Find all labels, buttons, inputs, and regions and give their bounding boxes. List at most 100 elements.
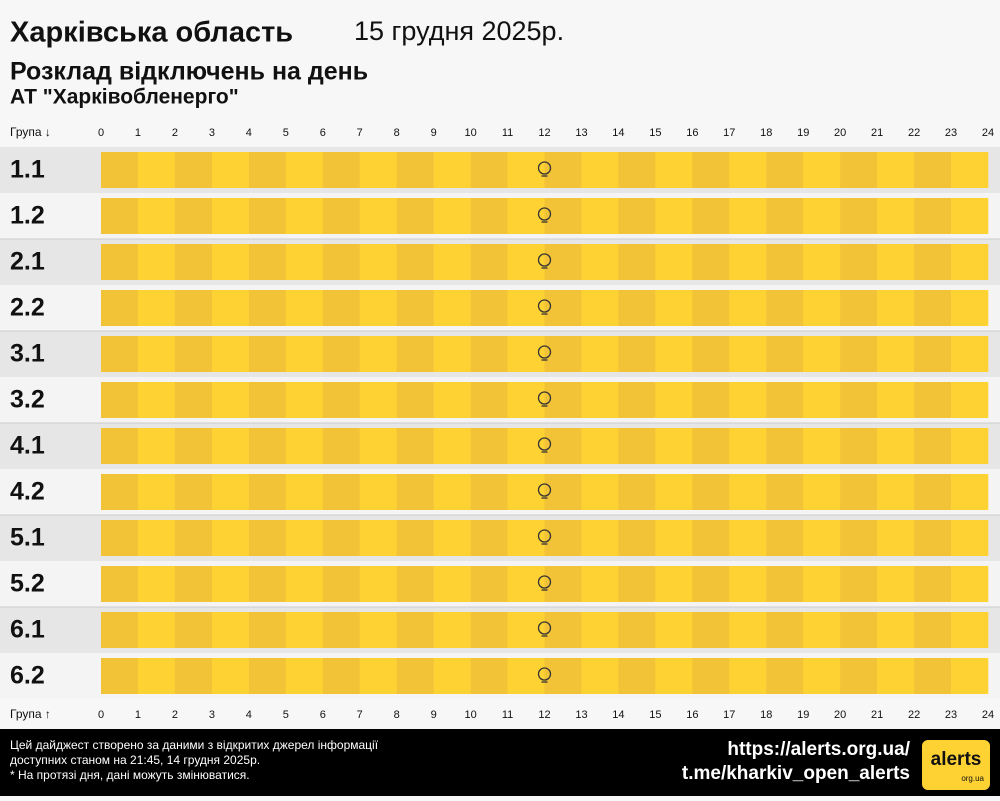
link[interactable]: t.me/kharkiv_open_alerts bbox=[682, 763, 910, 784]
power-on-cell bbox=[877, 474, 915, 510]
bulb-icon bbox=[537, 483, 552, 497]
power-on-cell bbox=[729, 152, 767, 188]
hour-label: 24 bbox=[982, 709, 994, 721]
power-on-cell bbox=[766, 520, 804, 556]
logo: alerts bbox=[931, 749, 982, 770]
power-on-cell bbox=[211, 658, 250, 694]
power-on-cell bbox=[655, 244, 693, 280]
power-on-cell bbox=[248, 152, 287, 188]
hour-label: 4 bbox=[246, 709, 252, 721]
hour-label: 13 bbox=[575, 127, 587, 139]
power-on-cell bbox=[470, 382, 508, 418]
date: 15 грудня 2025р. bbox=[354, 16, 564, 46]
power-on-cell bbox=[766, 290, 804, 326]
power-on-cell bbox=[655, 566, 693, 602]
link[interactable]: https://alerts.org.ua/ bbox=[727, 739, 910, 760]
hour-label: 18 bbox=[760, 709, 772, 721]
hour-label: 12 bbox=[538, 127, 550, 139]
power-on-cell bbox=[211, 290, 250, 326]
power-on-cell bbox=[581, 428, 619, 464]
power-on-cell bbox=[840, 152, 878, 188]
power-on-cell bbox=[581, 152, 619, 188]
power-on-cell bbox=[655, 336, 693, 372]
power-on-cell bbox=[101, 382, 139, 418]
power-on-cell bbox=[692, 474, 730, 510]
power-on-cell bbox=[174, 520, 213, 556]
power-on-cell bbox=[951, 428, 989, 464]
power-on-cell bbox=[470, 198, 508, 234]
power-on-cell bbox=[840, 428, 878, 464]
group-label: 6.2 bbox=[10, 662, 45, 690]
power-on-cell bbox=[581, 244, 619, 280]
power-on-cell bbox=[101, 658, 139, 694]
power-on-cell bbox=[914, 290, 952, 326]
power-on-cell bbox=[766, 198, 804, 234]
power-on-cell bbox=[766, 658, 804, 694]
power-on-cell bbox=[914, 244, 952, 280]
power-on-cell bbox=[877, 198, 915, 234]
power-on-cell bbox=[137, 244, 176, 280]
power-on-cell bbox=[692, 336, 730, 372]
power-on-cell bbox=[285, 152, 324, 188]
power-on-cell bbox=[729, 520, 767, 556]
power-on-cell bbox=[396, 566, 434, 602]
power-on-cell bbox=[137, 290, 176, 326]
power-on-cell bbox=[433, 290, 471, 326]
power-on-cell bbox=[359, 474, 397, 510]
power-on-cell bbox=[359, 290, 397, 326]
bulb-icon bbox=[537, 621, 552, 635]
hour-label: 8 bbox=[394, 127, 400, 139]
row-label-bg bbox=[0, 561, 101, 607]
power-on-cell bbox=[914, 520, 952, 556]
power-on-cell bbox=[877, 428, 915, 464]
power-on-cell bbox=[359, 198, 397, 234]
power-on-cell bbox=[359, 382, 397, 418]
power-on-cell bbox=[618, 382, 656, 418]
power-on-cell bbox=[359, 428, 397, 464]
power-on-cell bbox=[877, 152, 915, 188]
power-on-cell bbox=[248, 290, 287, 326]
power-on-cell bbox=[211, 152, 250, 188]
power-on-cell bbox=[322, 382, 361, 418]
hour-label: 22 bbox=[908, 127, 920, 139]
power-on-cell bbox=[618, 658, 656, 694]
power-on-cell bbox=[803, 566, 841, 602]
power-on-cell bbox=[137, 612, 176, 648]
hour-label: 15 bbox=[649, 709, 661, 721]
power-on-cell bbox=[729, 382, 767, 418]
power-on-cell bbox=[433, 428, 471, 464]
hour-label: 0 bbox=[98, 709, 104, 721]
power-on-cell bbox=[914, 658, 952, 694]
power-on-cell bbox=[433, 474, 471, 510]
power-on-cell bbox=[840, 336, 878, 372]
group-header: Група ↓ bbox=[10, 125, 51, 139]
logo-sub: org.ua bbox=[961, 774, 984, 783]
power-on-cell bbox=[396, 658, 434, 694]
power-on-cell bbox=[285, 520, 324, 556]
hour-label: 23 bbox=[945, 709, 957, 721]
power-on-cell bbox=[322, 198, 361, 234]
power-on-cell bbox=[433, 612, 471, 648]
power-on-cell bbox=[877, 520, 915, 556]
power-on-cell bbox=[581, 566, 619, 602]
power-on-cell bbox=[211, 566, 250, 602]
power-on-cell bbox=[359, 566, 397, 602]
power-on-cell bbox=[655, 658, 693, 694]
power-on-cell bbox=[174, 152, 213, 188]
hour-label: 22 bbox=[908, 709, 920, 721]
power-on-cell bbox=[840, 520, 878, 556]
power-on-cell bbox=[951, 566, 989, 602]
power-on-cell bbox=[618, 198, 656, 234]
power-on-cell bbox=[174, 612, 213, 648]
hour-label: 11 bbox=[502, 709, 513, 721]
power-on-cell bbox=[729, 474, 767, 510]
power-on-cell bbox=[840, 198, 878, 234]
power-on-cell bbox=[618, 428, 656, 464]
hour-label: 20 bbox=[834, 709, 846, 721]
power-on-cell bbox=[285, 566, 324, 602]
power-on-cell bbox=[174, 474, 213, 510]
hour-label: 14 bbox=[612, 709, 624, 721]
hour-label: 13 bbox=[575, 709, 587, 721]
power-on-cell bbox=[285, 290, 324, 326]
power-on-cell bbox=[174, 244, 213, 280]
